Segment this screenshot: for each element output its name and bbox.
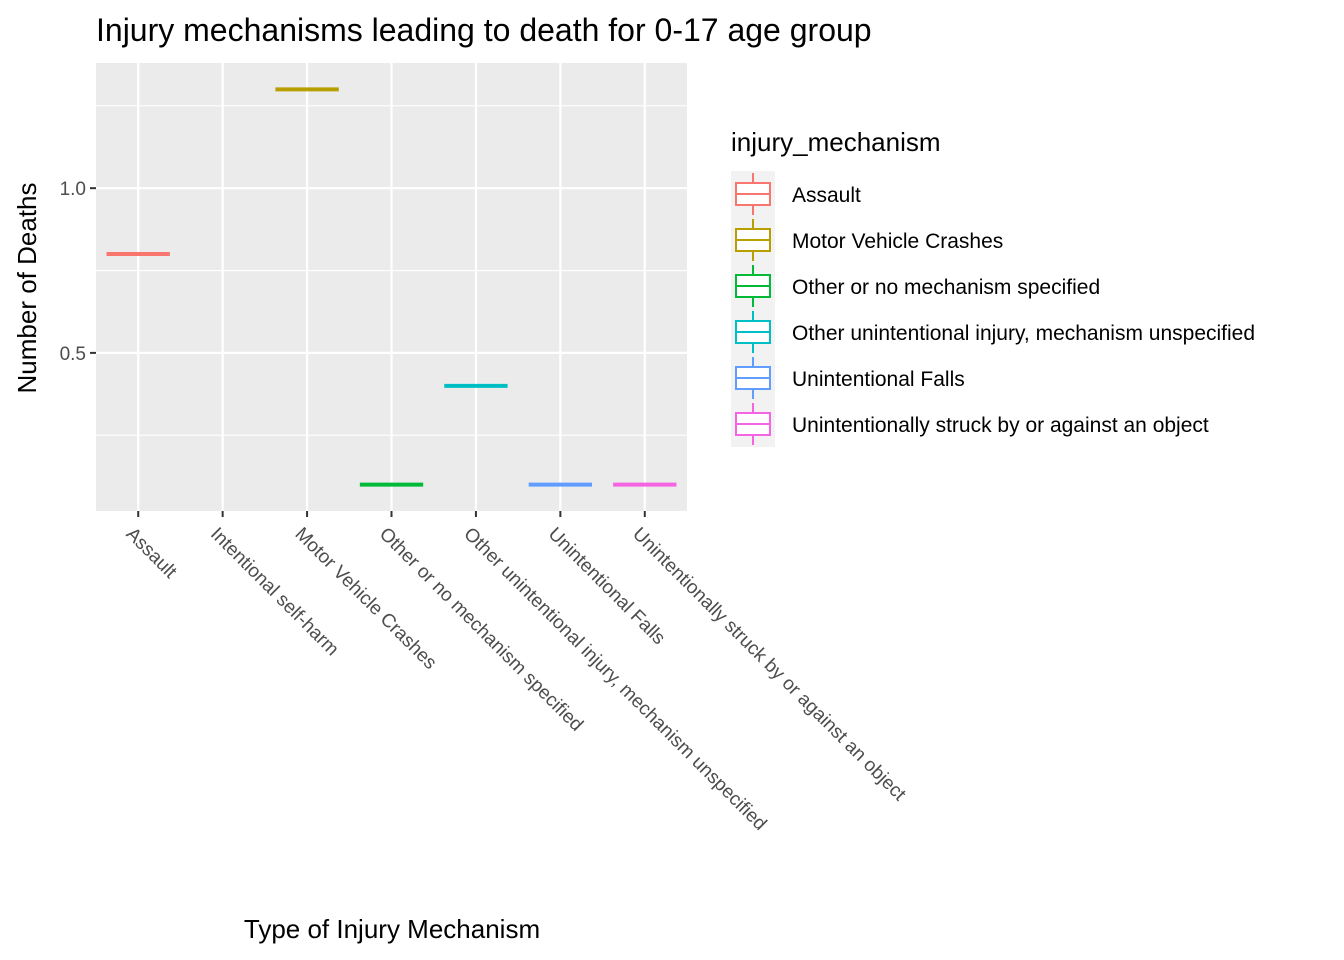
legend-label: Other unintentional injury, mechanism un… [792,322,1255,345]
x-tick-label: Motor Vehicle Crashes [291,524,441,674]
x-axis-title: Type of Injury Mechanism [244,914,540,944]
legend-label: Motor Vehicle Crashes [792,230,1003,253]
box-marks [106,87,677,487]
major-gridlines [96,63,687,511]
y-axis: 0.5 1.0 [60,179,96,365]
y-axis-title: Number of Deaths [12,183,42,394]
legend-label: Unintentional Falls [792,368,965,391]
chart-title: Injury mechanisms leading to death for 0… [96,12,872,48]
y-tick-label: 0.5 [60,344,86,365]
legend-label: Unintentionally struck by or against an … [792,414,1209,437]
x-tick-label: Assault [122,524,181,583]
legend-title: injury_mechanism [731,127,941,157]
y-tick-label: 1.0 [60,179,86,200]
x-tick-label: Unintentionally struck by or against an … [628,524,910,806]
legend-label: Assault [792,184,861,207]
legend-label: Other or no mechanism specified [792,276,1100,299]
x-tick-label: Other unintentional injury, mechanism un… [459,524,770,835]
legend: injury_mechanism Assault Motor Vehicle Cr… [731,127,1255,447]
